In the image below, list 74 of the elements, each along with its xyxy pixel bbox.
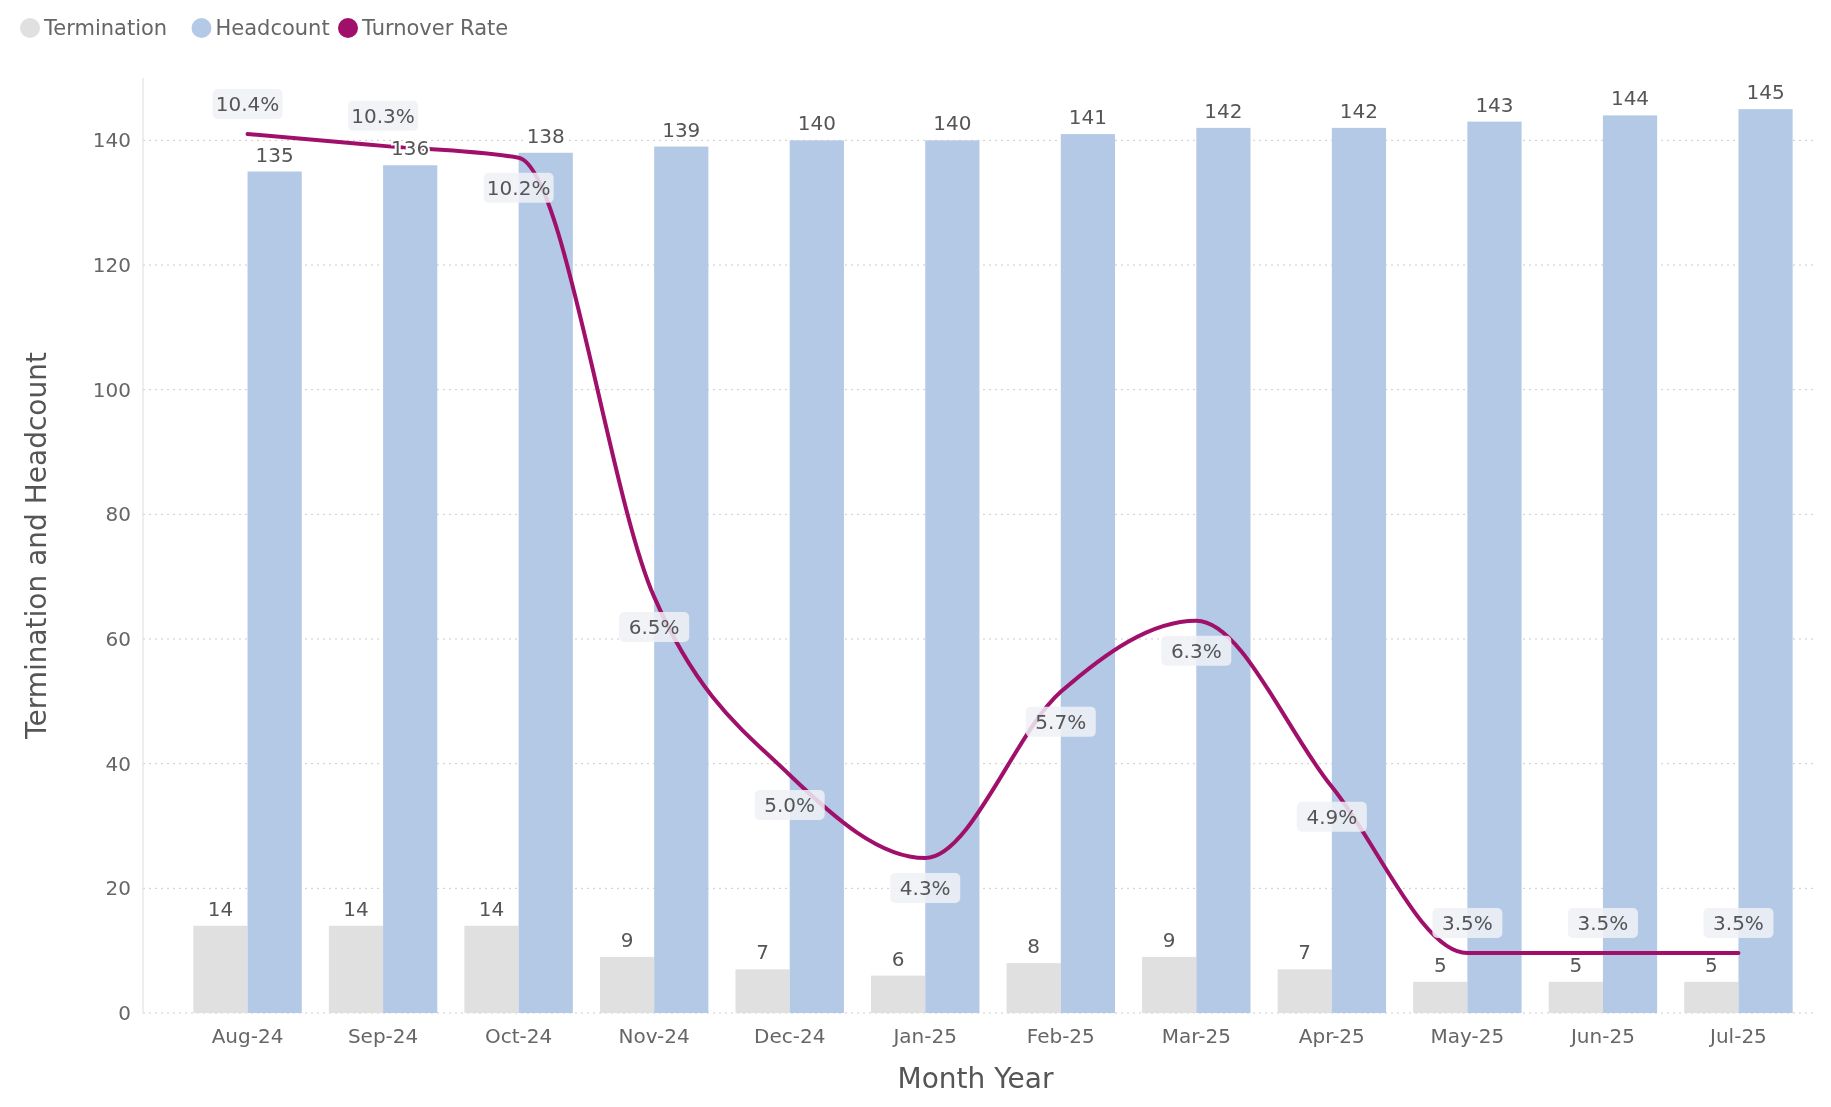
bar [1277,969,1332,1013]
data-label: 135 [255,142,294,167]
data-label: 142 [1204,98,1243,123]
data-label: 5.0% [764,792,816,817]
x-tick-label: Nov-24 [618,1024,690,1048]
y-tick-label: 60 [105,627,131,651]
data-label: 6.5% [628,614,680,639]
bar [1684,981,1739,1013]
data-label: 140 [797,111,836,136]
data-label: 8 [1027,934,1041,959]
data-label: 6.3% [1170,638,1222,663]
data-label: 145 [1746,80,1785,105]
x-tick-label: May-25 [1430,1024,1505,1048]
data-label: 6 [891,946,905,971]
data-label: 7 [756,940,769,965]
bar [1006,963,1061,1013]
data-label: 5.7% [1035,709,1087,734]
bar [464,925,519,1013]
y-tick-label: 0 [118,1001,131,1025]
x-axis-title: Month Year [897,1062,1054,1095]
y-tick-label: 40 [105,751,131,776]
data-label: 138 [526,123,565,148]
y-tick-label: 100 [92,377,131,402]
data-label: 14 [478,896,505,921]
data-label: 9 [1162,927,1176,952]
y-tick-label: 140 [92,128,131,153]
data-label: 10.4% [215,92,280,116]
data-label: 4.3% [899,876,951,901]
data-label: 9 [620,927,634,952]
bar [383,165,438,1013]
bar [871,975,926,1013]
legend-label: Turnover Rate [361,16,509,40]
bar [735,969,790,1013]
data-label: 5 [1433,952,1447,977]
x-tick-label: Feb-25 [1026,1024,1095,1048]
data-label: 7 [1298,940,1312,965]
data-label: 3.5% [1577,911,1629,935]
bar [247,171,302,1013]
x-tick-label: Dec-24 [754,1024,826,1048]
data-label: 3.5% [1713,911,1764,935]
x-tick-label: Oct-24 [484,1024,553,1048]
x-tick-label: Jun-25 [1568,1024,1635,1048]
y-tick-label: 80 [105,502,131,527]
data-label: 14 [343,896,369,921]
data-label: 144 [1610,86,1650,111]
data-label: 142 [1339,98,1379,123]
data-label: 139 [662,117,701,142]
y-axis-title: Termination and Headcount [20,352,53,740]
data-label: 5 [1569,952,1583,977]
x-tick-label: Jul-25 [1708,1024,1767,1048]
x-tick-label: Mar-25 [1161,1024,1231,1048]
data-label: 4.9% [1306,804,1358,829]
data-label: 143 [1475,92,1514,117]
data-label: 3.5% [1441,911,1493,935]
data-label: 10.3% [351,103,415,128]
bar [599,956,655,1013]
bar [1142,956,1197,1013]
legend-label: Headcount [215,16,330,40]
x-tick-label: Jan-25 [891,1024,957,1048]
legend-label: Termination [43,16,168,40]
bar [1413,981,1468,1013]
bar [328,925,384,1013]
bar [1548,981,1603,1013]
data-label: 10.2% [486,175,551,200]
data-label: 14 [207,896,234,921]
x-tick-label: Apr-25 [1298,1024,1365,1048]
x-tick-label: Sep-24 [347,1024,419,1048]
y-tick-label: 20 [105,876,131,901]
data-label: 141 [1068,105,1107,130]
bar [193,925,248,1013]
data-label: 140 [933,111,972,136]
y-tick-label: 120 [92,253,131,277]
data-label: 5 [1704,952,1718,977]
x-tick-label: Aug-24 [211,1024,284,1048]
